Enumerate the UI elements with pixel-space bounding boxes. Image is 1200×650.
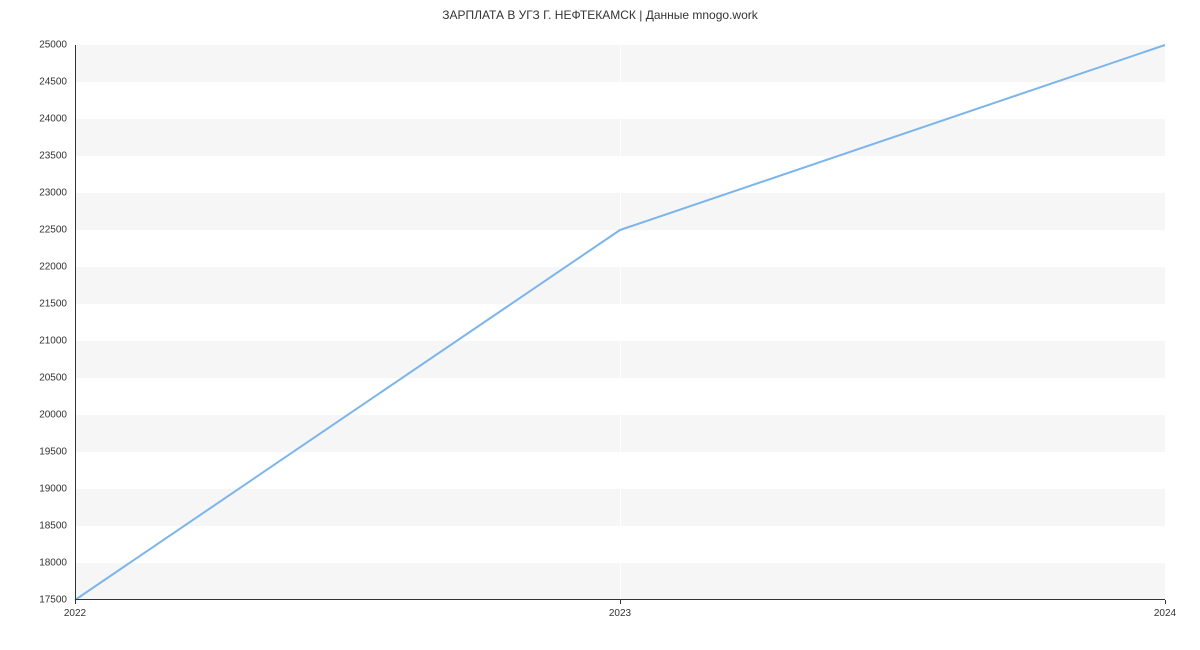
line-series [75,45,1165,600]
x-tick-label: 2023 [609,608,631,619]
x-tick-mark [75,600,76,604]
y-tick-label: 23500 [39,151,67,162]
y-tick-label: 20000 [39,410,67,421]
y-tick-label: 18000 [39,558,67,569]
chart-title: ЗАРПЛАТА В УГЗ Г. НЕФТЕКАМСК | Данные mn… [0,0,1200,22]
y-tick-label: 24500 [39,77,67,88]
y-tick-label: 17500 [39,595,67,606]
y-tick-label: 18500 [39,521,67,532]
x-tick-label: 2022 [64,608,86,619]
y-tick-label: 20500 [39,373,67,384]
data-line [75,45,1165,600]
x-tick-mark [620,600,621,604]
y-tick-label: 23000 [39,188,67,199]
y-tick-label: 25000 [39,40,67,51]
chart-container: 1750018000185001900019500200002050021000… [75,45,1165,600]
y-axis-line [75,45,76,600]
y-tick-label: 24000 [39,114,67,125]
y-tick-label: 21000 [39,336,67,347]
y-tick-label: 21500 [39,299,67,310]
x-tick-label: 2024 [1154,608,1176,619]
y-tick-label: 19500 [39,447,67,458]
x-tick-mark [1165,600,1166,604]
y-tick-label: 22000 [39,262,67,273]
y-tick-label: 22500 [39,225,67,236]
y-tick-label: 19000 [39,484,67,495]
